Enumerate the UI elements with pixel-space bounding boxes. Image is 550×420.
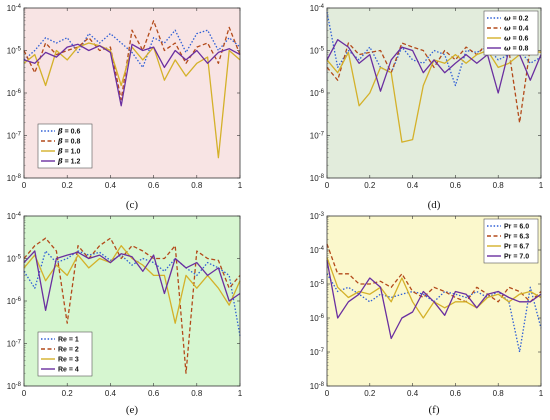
x-tick-label: 0 <box>325 181 330 190</box>
y-tick-label: 10-4 <box>7 212 22 221</box>
legend-entry-2: Pr = 6.7 <box>504 244 529 251</box>
y-tick-label: 10-8 <box>7 174 22 183</box>
x-tick-label: 1 <box>539 181 544 190</box>
series-line-3 <box>23 43 241 107</box>
x-tick-label: 1 <box>539 389 544 398</box>
legend-entry-0: Pr = 6.0 <box>504 224 529 231</box>
y-tick-label: 10-5 <box>7 255 22 264</box>
y-tick-label: 10-8 <box>7 382 22 391</box>
legend: ω = 0.2ω = 0.4ω = 0.6ω = 0.8 <box>483 10 539 56</box>
x-tick-label: 0.6 <box>148 389 160 398</box>
x-tick-label: 0.8 <box>493 389 505 398</box>
x-tick-label: 1 <box>238 181 243 190</box>
x-tick-label: 0.4 <box>407 181 419 190</box>
x-tick-label: 0.8 <box>191 389 203 398</box>
y-tick-label: 10-4 <box>310 246 325 255</box>
series-line-0 <box>23 250 241 337</box>
x-tick-label: 0.4 <box>105 181 117 190</box>
y-tick-label: 10-5 <box>7 47 22 56</box>
legend-entry-1: Re = 2 <box>58 347 79 354</box>
series-line-3 <box>326 39 542 94</box>
y-tick-label: 10-6 <box>310 89 325 98</box>
x-tick-label: 0.2 <box>62 181 74 190</box>
x-tick-label: 0.2 <box>364 389 376 398</box>
series-line-1 <box>23 20 241 101</box>
y-tick-label: 10-4 <box>310 4 325 13</box>
y-tick-label: 10-7 <box>7 132 22 141</box>
legend-entry-1: ω = 0.4 <box>504 24 528 33</box>
y-tick-label: 10-6 <box>7 297 22 306</box>
legend-entry-0: β = 0.6 <box>57 127 80 136</box>
legend-entry-2: Re = 3 <box>58 357 79 364</box>
series-line-0 <box>23 29 241 69</box>
legend-entry-0: ω = 0.2 <box>504 14 528 23</box>
legend-entry-1: β = 0.8 <box>57 137 80 146</box>
legend-entry-2: ω = 0.6 <box>504 34 528 43</box>
series-line-3 <box>326 260 542 340</box>
x-tick-label: 0.2 <box>364 181 376 190</box>
series-line-0 <box>326 11 542 87</box>
x-tick-label: 0.4 <box>407 389 419 398</box>
y-tick-label: 10-8 <box>310 382 325 391</box>
y-tick-label: 10-6 <box>310 314 325 323</box>
x-tick-label: 0.8 <box>191 181 203 190</box>
panel-label: (d) <box>428 199 441 211</box>
series-line-1 <box>326 42 542 124</box>
x-tick-label: 1 <box>238 389 243 398</box>
plot-frame <box>23 7 241 179</box>
plot-frame <box>23 215 241 387</box>
series-line-2 <box>23 245 241 324</box>
x-tick-label: 0.6 <box>450 181 462 190</box>
legend: Re = 1 Re = 2 Re = 3 Re = 4 <box>37 331 93 377</box>
legend: β = 0.6β = 0.8β = 1.0β = 1.2 <box>37 123 93 169</box>
x-tick-label: 0.4 <box>105 389 117 398</box>
panel-label: (c) <box>126 199 139 211</box>
y-tick-label: 10-7 <box>310 348 325 357</box>
x-tick-label: 0 <box>22 389 27 398</box>
series-line-1 <box>326 243 542 303</box>
legend: Pr = 6.0 Pr = 6.3 Pr = 6.7 Pr = 7.0 <box>483 218 539 264</box>
y-tick-label: 10-5 <box>310 47 325 56</box>
panel-label: (f) <box>429 404 440 416</box>
x-tick-label: 0.2 <box>62 389 74 398</box>
x-tick-label: 0.8 <box>493 181 505 190</box>
y-tick-label: 10-6 <box>7 89 22 98</box>
legend-entry-3: Re = 4 <box>58 367 79 374</box>
panel-label: (e) <box>126 404 139 416</box>
plot-frame <box>326 215 542 387</box>
y-tick-label: 10-3 <box>310 212 325 221</box>
legend-entry-3: ω = 0.8 <box>504 44 528 53</box>
y-tick-label: 10-4 <box>7 4 22 13</box>
y-tick-label: 10-5 <box>310 280 325 289</box>
x-tick-label: 0.6 <box>148 181 160 190</box>
plot-frame <box>326 7 542 179</box>
legend-entry-3: β = 1.2 <box>57 157 80 166</box>
y-tick-label: 10-8 <box>310 174 325 183</box>
x-tick-label: 0 <box>22 181 27 190</box>
chart-panel-0: 0 0.2 0.4 0.6 0.8 1 10-8 10-7 10-6 10-5 10-4 β = 0.… <box>7 4 243 211</box>
chart-panel-3: 0 0.2 0.4 0.6 0.8 1 10-8 10-7 10-6 10-5 10-4 10-3 Pr… <box>310 212 544 416</box>
legend-entry-2: β = 1.0 <box>57 147 80 156</box>
chart-panel-1: 0 0.2 0.4 0.6 0.8 1 10-8 10-7 10-6 10-5 10-4 ω = 0.… <box>310 4 544 211</box>
y-tick-label: 10-7 <box>310 132 325 141</box>
y-tick-label: 10-7 <box>7 340 22 349</box>
legend-entry-3: Pr = 7.0 <box>504 254 529 261</box>
legend-entry-0: Re = 1 <box>58 337 79 344</box>
chart-panel-2: 0 0.2 0.4 0.6 0.8 1 10-8 10-7 10-6 10-5 10-4 Re = 1… <box>7 212 243 416</box>
x-tick-label: 0 <box>325 389 330 398</box>
x-tick-label: 0.6 <box>450 389 462 398</box>
series-line-3 <box>23 250 241 312</box>
legend-entry-1: Pr = 6.3 <box>504 234 529 241</box>
